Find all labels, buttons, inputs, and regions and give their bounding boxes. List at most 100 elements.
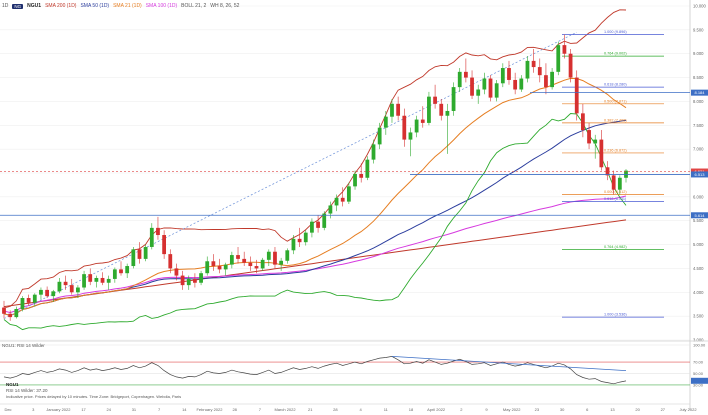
candle-body <box>500 68 505 84</box>
rsi-panel-title: NGU1: RSI 14 Wilder <box>2 343 45 348</box>
time-tick-label: March 2022 <box>274 407 296 412</box>
fib-level-label: 0.382 (7.408) <box>604 118 627 122</box>
price-tick-label: 5.500 <box>693 218 704 223</box>
time-tick-label: Dec <box>4 407 11 412</box>
study-sma50[interactable]: SMA 50 (1D) <box>80 3 110 9</box>
candle-body <box>488 78 493 98</box>
fib-level-label: 1.000 (9.896) <box>604 30 627 34</box>
price-tick-label: 8.000 <box>693 99 704 104</box>
candle-body <box>390 103 394 117</box>
rsi-axis-label: 30.00 <box>693 382 704 387</box>
study-boll[interactable]: BOLL 21, 2 <box>181 3 207 9</box>
candle-body <box>463 71 468 78</box>
candle-body <box>162 235 167 255</box>
candle-body <box>482 78 487 90</box>
time-tick-label: 4 <box>359 407 362 412</box>
candle-body <box>88 274 93 282</box>
candle-body <box>26 298 31 303</box>
price-tick-label: 5.000 <box>693 242 704 247</box>
study-sma21[interactable]: SMA 21 (1D) <box>113 3 142 9</box>
bollinger-upper-line <box>3 9 627 309</box>
candle-body <box>174 268 179 276</box>
candle-body <box>365 159 370 178</box>
price-tick-label: 9.500 <box>693 27 704 32</box>
time-tick-label: 13 <box>610 407 615 412</box>
candle-body <box>168 254 173 269</box>
candle-body <box>611 175 616 190</box>
fib-level-label: 0.618 (6.011) <box>604 197 627 201</box>
candle-body <box>599 139 604 168</box>
time-tick-label: 11 <box>384 407 389 412</box>
candle-body <box>556 45 561 72</box>
candle-body <box>470 77 474 96</box>
time-tick-label: 23 <box>535 407 540 412</box>
symbol-footer: NGU1 <box>6 382 19 387</box>
sma21-line <box>3 77 627 316</box>
instrument-badge: NG <box>12 3 24 9</box>
candle-body <box>63 281 68 286</box>
fib-level-label: 0.000 (6.512) <box>604 190 627 194</box>
candle-body <box>383 116 388 128</box>
candle-body <box>334 197 339 206</box>
candle-body <box>2 307 6 314</box>
candle-body <box>562 45 567 54</box>
fib-level-label: 0.236 (6.872) <box>604 148 627 152</box>
candle-body <box>236 255 240 259</box>
time-tick-label: 2 <box>460 407 463 412</box>
candle-body <box>242 258 247 263</box>
candle-body <box>143 246 148 259</box>
candle-body <box>617 177 622 190</box>
symbol-label[interactable]: NGU1 <box>27 3 42 9</box>
time-tick-label: 7 <box>158 407 161 412</box>
candle-body <box>20 298 25 309</box>
price-tag-label: 8.184 <box>694 90 705 95</box>
price-tag <box>691 89 708 96</box>
candle-body <box>328 205 333 214</box>
candle-body <box>119 269 123 274</box>
candle-body <box>605 167 610 176</box>
candle-body <box>57 281 62 292</box>
time-tick-label: April 2022 <box>427 407 446 412</box>
trend-line <box>3 31 577 319</box>
fib-level-label: 0.764 (9.002) <box>604 52 627 56</box>
candle-body <box>303 232 308 243</box>
candle-body <box>45 289 49 297</box>
candle-body <box>420 119 425 123</box>
candle-body <box>587 130 591 144</box>
candle-body <box>180 275 185 286</box>
time-tick-label: 7 <box>259 407 262 412</box>
time-tick-label: February 2022 <box>196 407 223 412</box>
candle-body <box>353 173 357 187</box>
study-sma100[interactable]: SMA 100 (1D) <box>145 3 178 9</box>
candle-body <box>156 227 160 236</box>
rsi-value-label: RSI 14 Wilder: 37.20 <box>6 388 48 393</box>
candle-body <box>8 313 13 318</box>
price-tick-label: 3.000 <box>693 338 704 343</box>
price-tick-label: 8.500 <box>693 75 704 80</box>
timeframe-label[interactable]: 1D <box>2 3 9 9</box>
candle-body <box>279 260 284 265</box>
candle-body <box>439 103 444 116</box>
time-tick-label: 3 <box>32 407 35 412</box>
candle-body <box>149 227 154 247</box>
candle-body <box>32 294 37 303</box>
candle-body <box>211 261 216 267</box>
candle-body <box>408 132 413 140</box>
price-tick-label: 7.000 <box>693 147 704 152</box>
candle-body <box>494 83 499 98</box>
time-tick-label: January 2022 <box>46 407 71 412</box>
candle-body <box>359 173 364 178</box>
study-sma200[interactable]: SMA 200 (1D) <box>45 3 77 9</box>
candle-body <box>100 277 105 283</box>
candle-body <box>402 115 407 140</box>
candle-body <box>414 119 419 133</box>
study-wh[interactable]: WH 8, 26, 52 <box>210 3 240 9</box>
candle-body <box>82 274 86 288</box>
price-tick-label: 4.000 <box>693 290 704 295</box>
candle-body <box>310 221 314 233</box>
candle-body <box>94 277 99 282</box>
candle-body <box>186 278 191 286</box>
candle-body <box>39 289 43 295</box>
rsi-tag <box>691 377 708 384</box>
